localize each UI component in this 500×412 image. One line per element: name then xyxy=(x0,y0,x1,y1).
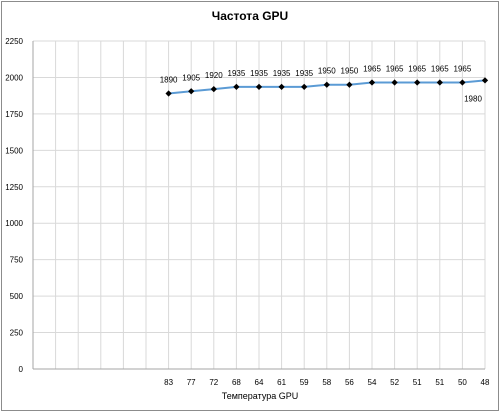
x-tick-label: 50 xyxy=(458,378,467,387)
x-axis-ticks: 83 77 72 68 64 61 59 58 56 54 52 51 51 50 48 xyxy=(164,378,490,387)
data-label: 1965 xyxy=(363,65,381,74)
data-label: 1890 xyxy=(160,75,178,84)
data-label: 1965 xyxy=(386,65,404,74)
x-tick-label: 51 xyxy=(435,378,444,387)
y-tick-label: 0 xyxy=(19,365,24,374)
data-point-marker xyxy=(414,79,421,86)
y-tick-label: 2000 xyxy=(5,73,23,82)
data-point-marker xyxy=(301,83,308,91)
y-tick-label: 2250 xyxy=(5,37,23,46)
data-point-marker xyxy=(233,83,240,91)
data-label: 1965 xyxy=(431,65,449,74)
data-point-marker xyxy=(278,83,285,91)
data-label: 1935 xyxy=(273,69,291,78)
y-tick-label: 500 xyxy=(10,292,24,301)
y-tick-label: 250 xyxy=(10,329,24,338)
x-tick-label: 54 xyxy=(368,378,377,387)
data-point-marker xyxy=(255,83,263,91)
x-tick-label: 72 xyxy=(209,378,218,387)
y-tick-label: 1000 xyxy=(5,219,23,228)
data-point-marker xyxy=(459,79,466,86)
data-point-marker xyxy=(391,79,398,86)
data-label: 1905 xyxy=(182,73,200,82)
y-tick-label: 750 xyxy=(10,256,24,265)
x-tick-label: 59 xyxy=(300,378,309,387)
x-axis-title: Температура GPU xyxy=(221,391,299,401)
data-label: 1965 xyxy=(454,65,472,74)
x-tick-label: 61 xyxy=(277,378,286,387)
y-tick-label: 1750 xyxy=(5,110,23,119)
data-labels: 1890 1905 1920 1935 1935 1935 1935 1950 1950 1965… xyxy=(160,65,483,104)
y-tick-label: 1250 xyxy=(5,183,23,192)
x-tick-label: 83 xyxy=(164,378,173,387)
data-label: 1920 xyxy=(205,71,223,80)
x-tick-label: 48 xyxy=(481,378,490,387)
data-point-marker xyxy=(346,81,353,88)
y-axis-ticks: 0 250 500 750 1000 1250 1500 1750 2000 2250 xyxy=(5,37,23,374)
data-point-marker xyxy=(323,81,330,88)
x-tick-label: 51 xyxy=(413,378,422,387)
x-tick-label: 52 xyxy=(390,378,399,387)
grid-lines xyxy=(33,40,486,369)
data-point-marker xyxy=(436,79,443,86)
data-label: 1980 xyxy=(464,94,482,103)
data-point-marker xyxy=(188,88,195,95)
x-tick-label: 64 xyxy=(255,378,264,387)
data-label: 1965 xyxy=(408,65,426,74)
data-label: 1950 xyxy=(318,67,336,76)
data-label: 1935 xyxy=(228,69,246,78)
x-tick-label: 68 xyxy=(232,378,241,387)
data-label: 1950 xyxy=(341,67,359,76)
x-tick-label: 56 xyxy=(345,378,354,387)
y-tick-label: 1500 xyxy=(5,146,23,155)
chart-title: Частота GPU xyxy=(211,9,289,23)
data-label: 1935 xyxy=(295,69,313,78)
axes xyxy=(32,41,485,370)
data-label: 1935 xyxy=(250,69,268,78)
x-tick-label: 58 xyxy=(322,378,331,387)
data-point-marker xyxy=(210,85,217,93)
data-point-marker xyxy=(368,79,376,86)
data-point-marker xyxy=(481,77,489,84)
data-point-marker xyxy=(165,90,172,97)
x-tick-label: 77 xyxy=(187,378,196,387)
